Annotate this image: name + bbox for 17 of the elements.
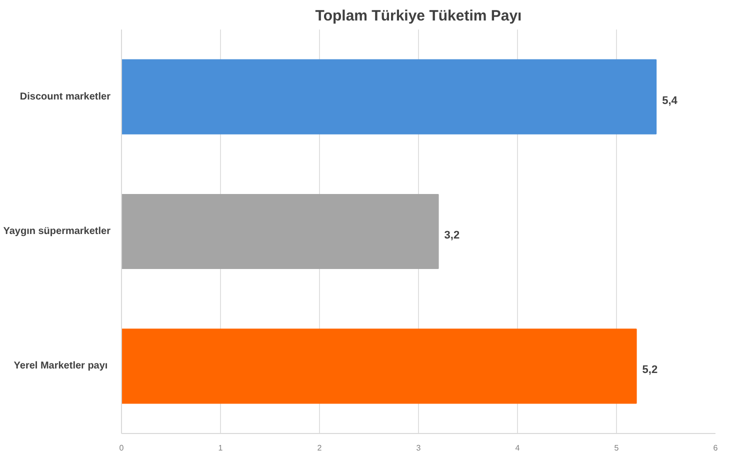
y-tick-label: Yaygın süpermarketler: [3, 226, 111, 237]
x-tick-label: 4: [515, 444, 520, 452]
data-label: 5,4: [662, 94, 678, 107]
data-label: 5,2: [642, 364, 658, 376]
x-tick-label: 6: [713, 444, 718, 452]
x-tick-label: 0: [119, 444, 124, 452]
chart-title: Toplam Türkiye Tüketim Payı: [315, 8, 522, 24]
data-label: 3,2: [444, 230, 460, 242]
y-tick-label: Discount marketler: [20, 91, 111, 102]
x-tick-label: 5: [614, 444, 620, 452]
x-tick-label: 2: [317, 444, 322, 452]
bar: [122, 59, 657, 134]
x-tick-label: 3: [416, 444, 422, 452]
x-tick-label: 1: [218, 444, 224, 452]
y-tick-label: Yerel Marketler payı: [14, 360, 108, 372]
bar: [122, 328, 637, 404]
bar: [122, 194, 439, 270]
